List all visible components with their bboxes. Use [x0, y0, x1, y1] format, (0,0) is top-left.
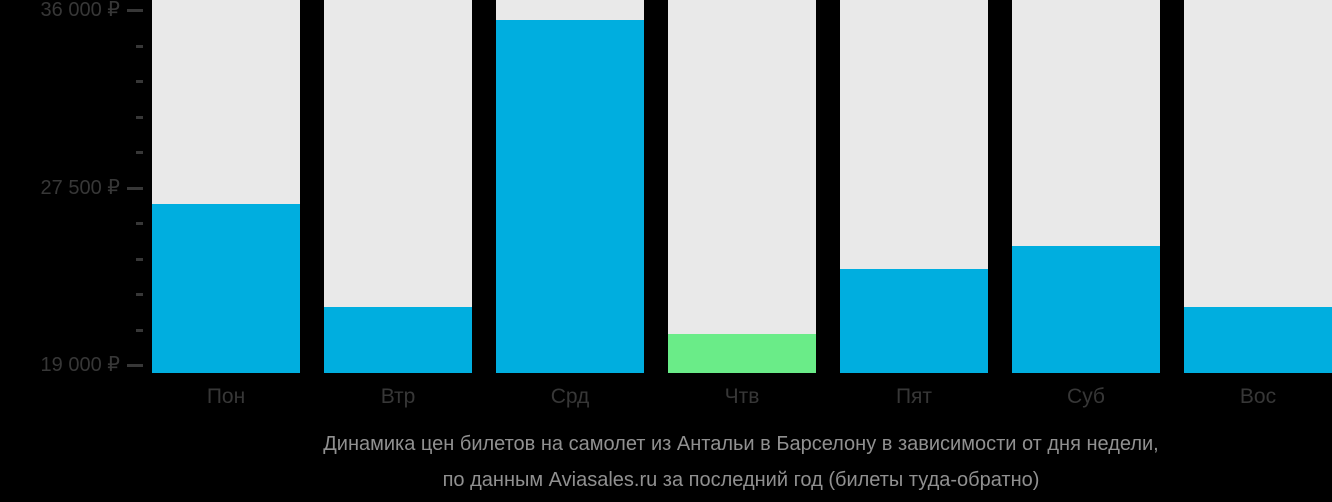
bar	[668, 334, 816, 373]
bar	[496, 20, 644, 373]
x-axis-label: Чтв	[724, 385, 760, 408]
caption-line-1: Динамика цен билетов на самолет из Антал…	[323, 433, 1159, 455]
x-axis-label: Пят	[895, 385, 933, 408]
plot-area: Пон Втр Срд Чтв Пят Суб Вос	[152, 0, 1332, 420]
y-axis-minor-tick	[136, 293, 143, 296]
y-axis-minor-tick	[136, 257, 143, 261]
bar-column	[1012, 0, 1160, 373]
bar	[840, 269, 988, 373]
y-axis-tick-label: 19 000 ₽	[40, 354, 120, 376]
y-axis-minor-tick	[136, 151, 143, 154]
chart-caption: Динамика цен билетов на самолет из Антал…	[150, 426, 1332, 498]
caption-line-2: по данным Aviasales.ru за последний год …	[442, 469, 1040, 491]
y-axis-minor-tick	[136, 115, 143, 119]
bar-column	[1184, 0, 1332, 373]
bar	[152, 204, 300, 373]
y-axis: 36 000 ₽ 27 500 ₽ 19 000 ₽	[0, 0, 150, 380]
y-axis-minor-tick	[136, 222, 143, 225]
y-axis-major-tick	[127, 9, 143, 12]
x-axis-label: Пон	[206, 385, 246, 408]
y-axis-tick-label: 27 500 ₽	[40, 176, 120, 199]
bar-column	[496, 0, 644, 373]
x-axis-label: Вос	[1239, 385, 1277, 408]
y-axis-major-tick	[127, 186, 143, 190]
x-axis-label: Втр	[380, 385, 416, 408]
y-axis-minor-tick	[136, 44, 143, 48]
y-axis-minor-tick	[136, 328, 143, 332]
bar-column	[152, 0, 300, 373]
x-axis-label: Срд	[550, 385, 590, 408]
bar-column	[840, 0, 988, 373]
bar	[324, 307, 472, 373]
y-axis-major-tick	[127, 364, 143, 367]
x-axis-label: Суб	[1067, 385, 1105, 408]
y-axis-minor-tick	[136, 80, 143, 83]
bar	[1184, 307, 1332, 373]
bar-column	[324, 0, 472, 373]
bar	[1012, 246, 1160, 373]
bar-column	[668, 0, 816, 373]
y-axis-tick-label: 36 000 ₽	[40, 0, 120, 21]
